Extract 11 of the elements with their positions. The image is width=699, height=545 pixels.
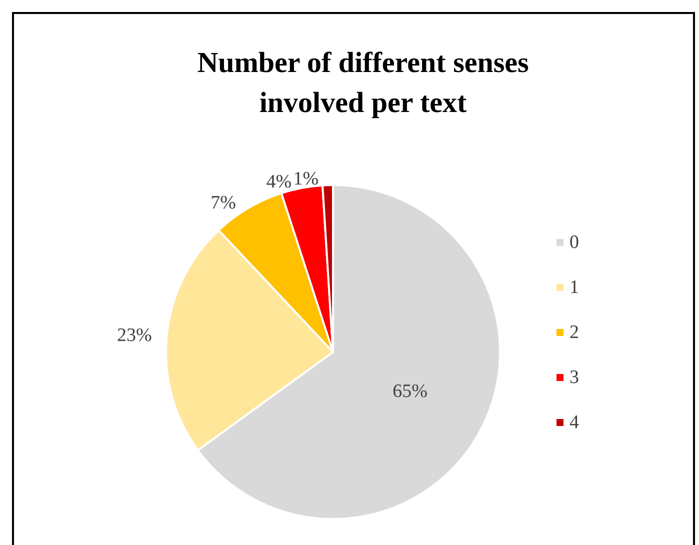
legend-label: 3 [570,367,579,388]
legend-label: 2 [570,322,579,343]
data-label: 7% [210,192,236,214]
data-label: 1% [293,168,319,190]
data-label: 65% [392,380,428,402]
legend-label: 0 [570,232,579,253]
data-label: 23% [116,325,152,346]
legend-label: 4 [570,412,580,433]
legend-label: 1 [570,277,579,298]
data-label: 4% [266,172,292,193]
chart-title: Number of different senses involved per text [197,47,529,119]
